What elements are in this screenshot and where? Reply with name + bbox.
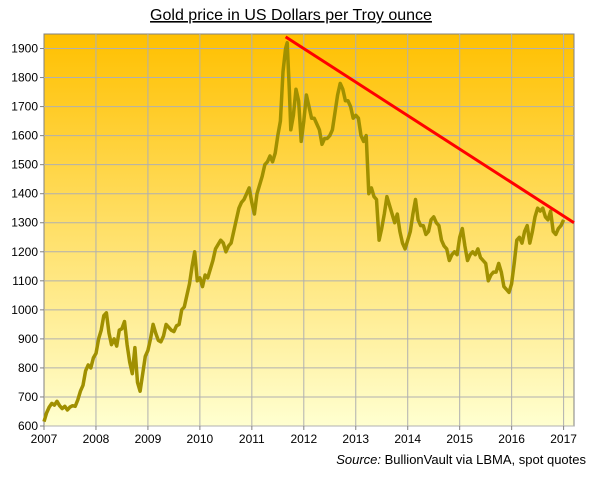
y-tick-label: 600 bbox=[18, 419, 38, 433]
y-tick-label: 1900 bbox=[11, 42, 38, 56]
plot-area bbox=[43, 33, 575, 427]
y-tick-label: 1500 bbox=[11, 158, 38, 172]
x-tick-label: 2007 bbox=[31, 432, 58, 446]
y-tick-label: 1300 bbox=[11, 216, 38, 230]
y-tick-label: 1200 bbox=[11, 245, 38, 259]
source-note: Source: BullionVault via LBMA, spot quot… bbox=[0, 452, 586, 467]
trendline bbox=[284, 35, 575, 225]
source-text: BullionVault via LBMA, spot quotes bbox=[384, 452, 586, 467]
x-tick-label: 2008 bbox=[83, 432, 110, 446]
y-tick-label: 1600 bbox=[11, 129, 38, 143]
trendline-group bbox=[284, 35, 575, 225]
x-tick-label: 2016 bbox=[498, 432, 525, 446]
x-tick-label: 2012 bbox=[290, 432, 317, 446]
y-tick-label: 1700 bbox=[11, 100, 38, 114]
y-axis: 600 700 800 900 1000 1100 1200 1300 1400 1500 1600… bbox=[11, 42, 44, 433]
x-tick-label: 2017 bbox=[550, 432, 577, 446]
y-tick-label: 800 bbox=[18, 361, 38, 375]
y-tick-label: 1400 bbox=[11, 187, 38, 201]
x-tick-label: 2013 bbox=[342, 432, 369, 446]
x-tick-label: 2010 bbox=[187, 432, 214, 446]
y-tick-label: 1800 bbox=[11, 71, 38, 85]
y-tick-label: 1000 bbox=[11, 303, 38, 317]
y-tick-label: 700 bbox=[18, 390, 38, 404]
grid bbox=[44, 34, 574, 427]
x-tick-label: 2009 bbox=[135, 432, 162, 446]
x-tick-label: 2015 bbox=[446, 432, 473, 446]
x-tick-label: 2014 bbox=[394, 432, 421, 446]
y-tick-label: 1100 bbox=[12, 274, 38, 288]
chart-title: Gold price in US Dollars per Troy ounce bbox=[150, 7, 432, 24]
x-axis: 2007 2008 2009 2010 2011 2012 2013 2014 2015 2016… bbox=[31, 426, 577, 446]
series-line-0 bbox=[42, 40, 566, 423]
series-group bbox=[42, 40, 566, 423]
y-tick-label: 900 bbox=[18, 332, 38, 346]
x-tick-label: 2011 bbox=[239, 432, 265, 446]
source-label: Source: bbox=[336, 452, 381, 467]
